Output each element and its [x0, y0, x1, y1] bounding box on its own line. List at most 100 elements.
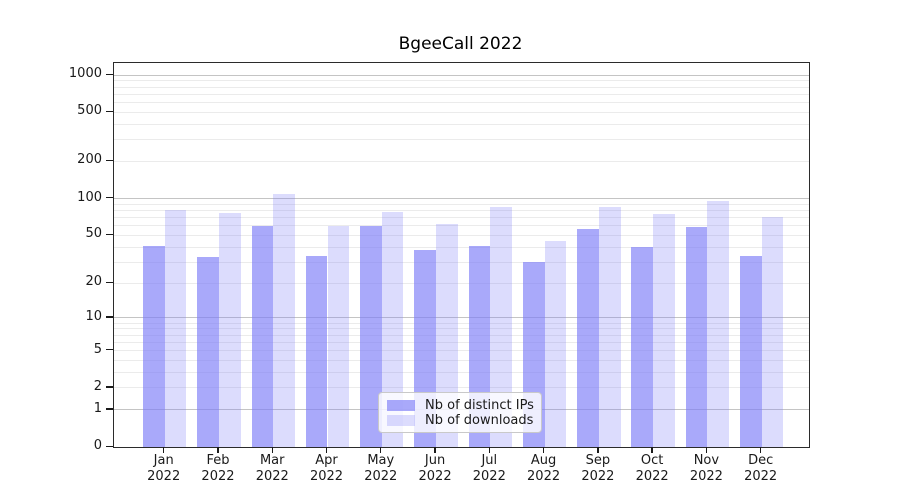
- y-tick-label-1000: 1000: [68, 66, 102, 81]
- y-tick-mark: [106, 159, 113, 162]
- x-tick-label-jan: Jan 2022: [147, 453, 181, 484]
- y-tick-mark: [106, 110, 113, 113]
- bar-downloads-dec: [761, 217, 784, 447]
- y-tick-label-500: 500: [77, 103, 102, 119]
- y-tick-label-20: 20: [85, 274, 102, 290]
- x-tick-label-aug: Aug 2022: [527, 453, 561, 484]
- minor-gridline: [114, 350, 809, 352]
- x-tick-mark: [163, 447, 165, 453]
- bar-downloads-oct: [653, 213, 675, 447]
- y-tick-mark: [106, 386, 113, 388]
- minor-gridline: [114, 261, 809, 263]
- y-tick-mark: [106, 316, 113, 318]
- x-tick-label-mar: Mar 2022: [255, 453, 289, 484]
- legend-item-downloads: Nb of downloads: [387, 413, 533, 428]
- x-tick-mark: [759, 447, 762, 453]
- bar-distinct-ips-nov: [685, 227, 708, 447]
- y-tick-mark: [106, 73, 113, 75]
- legend-swatch-distinct-ips: [387, 400, 415, 411]
- y-tick-mark: [106, 408, 113, 410]
- y-tick-label-50: 50: [85, 226, 102, 242]
- x-tick-label-jul: Jul 2022: [472, 453, 506, 484]
- bar-downloads-feb: [218, 213, 241, 447]
- x-tick-label-dec: Dec 2022: [744, 453, 778, 484]
- bar-distinct-ips-mar: [251, 225, 274, 447]
- minor-gridline: [114, 86, 809, 88]
- bar-downloads-jun: [436, 223, 458, 447]
- bar-downloads-jul: [490, 207, 512, 447]
- minor-gridline: [114, 359, 809, 361]
- minor-gridline: [114, 387, 809, 389]
- minor-gridline: [114, 101, 809, 103]
- y-tick-label-1: 1: [93, 400, 102, 416]
- y-tick-mark: [106, 445, 113, 447]
- y-tick-label-0: 0: [93, 438, 102, 453]
- minor-gridline: [114, 80, 809, 82]
- bar-distinct-ips-dec: [739, 255, 762, 447]
- bar-downloads-jan: [164, 210, 187, 447]
- y-tick-mark: [106, 197, 113, 199]
- minor-gridline: [114, 225, 809, 227]
- chart-title: BgeeCall 2022: [398, 34, 523, 54]
- minor-gridline: [114, 123, 809, 125]
- minor-gridline: [114, 328, 809, 330]
- plot-area: [113, 62, 810, 448]
- x-tick-mark: [488, 447, 490, 453]
- x-tick-mark: [434, 447, 436, 453]
- minor-gridline: [114, 234, 809, 236]
- major-gridline: [114, 74, 809, 76]
- bar-distinct-ips-jan: [143, 245, 165, 447]
- x-tick-label-nov: Nov 2022: [689, 453, 723, 484]
- bar-distinct-ips-oct: [631, 247, 654, 447]
- bar-downloads-apr: [327, 225, 350, 447]
- legend: Nb of distinct IPs Nb of downloads: [378, 392, 542, 433]
- y-tick-label-10: 10: [85, 308, 102, 324]
- minor-gridline: [114, 371, 809, 373]
- x-tick-mark: [325, 447, 328, 453]
- legend-label-distinct-ips: Nb of distinct IPs: [425, 398, 534, 413]
- x-tick-label-oct: Oct 2022: [635, 453, 669, 484]
- legend-label-downloads: Nb of downloads: [425, 413, 534, 428]
- x-tick-mark: [380, 447, 382, 453]
- x-tick-mark: [597, 447, 599, 453]
- x-tick-label-may: May 2022: [364, 453, 398, 484]
- x-tick-mark: [705, 447, 708, 453]
- minor-gridline: [114, 139, 809, 141]
- bar-downloads-nov: [707, 200, 730, 447]
- y-tick-label-2: 2: [93, 378, 102, 394]
- minor-gridline: [114, 93, 809, 95]
- x-tick-mark: [271, 447, 273, 453]
- y-tick-label-100: 100: [77, 189, 102, 205]
- y-tick-label-5: 5: [93, 341, 102, 357]
- minor-gridline: [114, 246, 809, 248]
- bar-distinct-ips-sep: [577, 229, 599, 447]
- x-tick-label-jun: Jun 2022: [418, 453, 452, 484]
- bar-downloads-sep: [598, 206, 621, 447]
- x-tick-mark: [217, 447, 219, 453]
- minor-gridline: [114, 160, 809, 162]
- major-gridline: [114, 198, 809, 199]
- minor-gridline: [114, 282, 809, 284]
- bar-downloads-may: [381, 212, 404, 447]
- legend-item-distinct-ips: Nb of distinct IPs: [387, 398, 534, 413]
- x-tick-mark: [542, 447, 545, 453]
- y-tick-label-200: 200: [77, 152, 102, 168]
- minor-gridline: [114, 209, 809, 211]
- bar-distinct-ips-may: [360, 225, 382, 447]
- y-tick-mark: [106, 233, 113, 236]
- major-gridline: [114, 317, 809, 319]
- bar-downloads-aug: [544, 240, 567, 447]
- minor-gridline: [114, 203, 809, 205]
- bar-distinct-ips-feb: [197, 257, 219, 447]
- legend-swatch-downloads: [387, 415, 415, 426]
- minor-gridline: [114, 216, 809, 218]
- minor-gridline: [114, 322, 809, 324]
- bar-distinct-ips-apr: [305, 255, 328, 447]
- minor-gridline: [114, 111, 809, 113]
- y-tick-mark: [106, 349, 113, 351]
- y-tick-mark: [106, 281, 113, 283]
- minor-gridline: [114, 334, 809, 336]
- minor-gridline: [114, 341, 809, 343]
- x-tick-label-sep: Sep 2022: [581, 453, 615, 484]
